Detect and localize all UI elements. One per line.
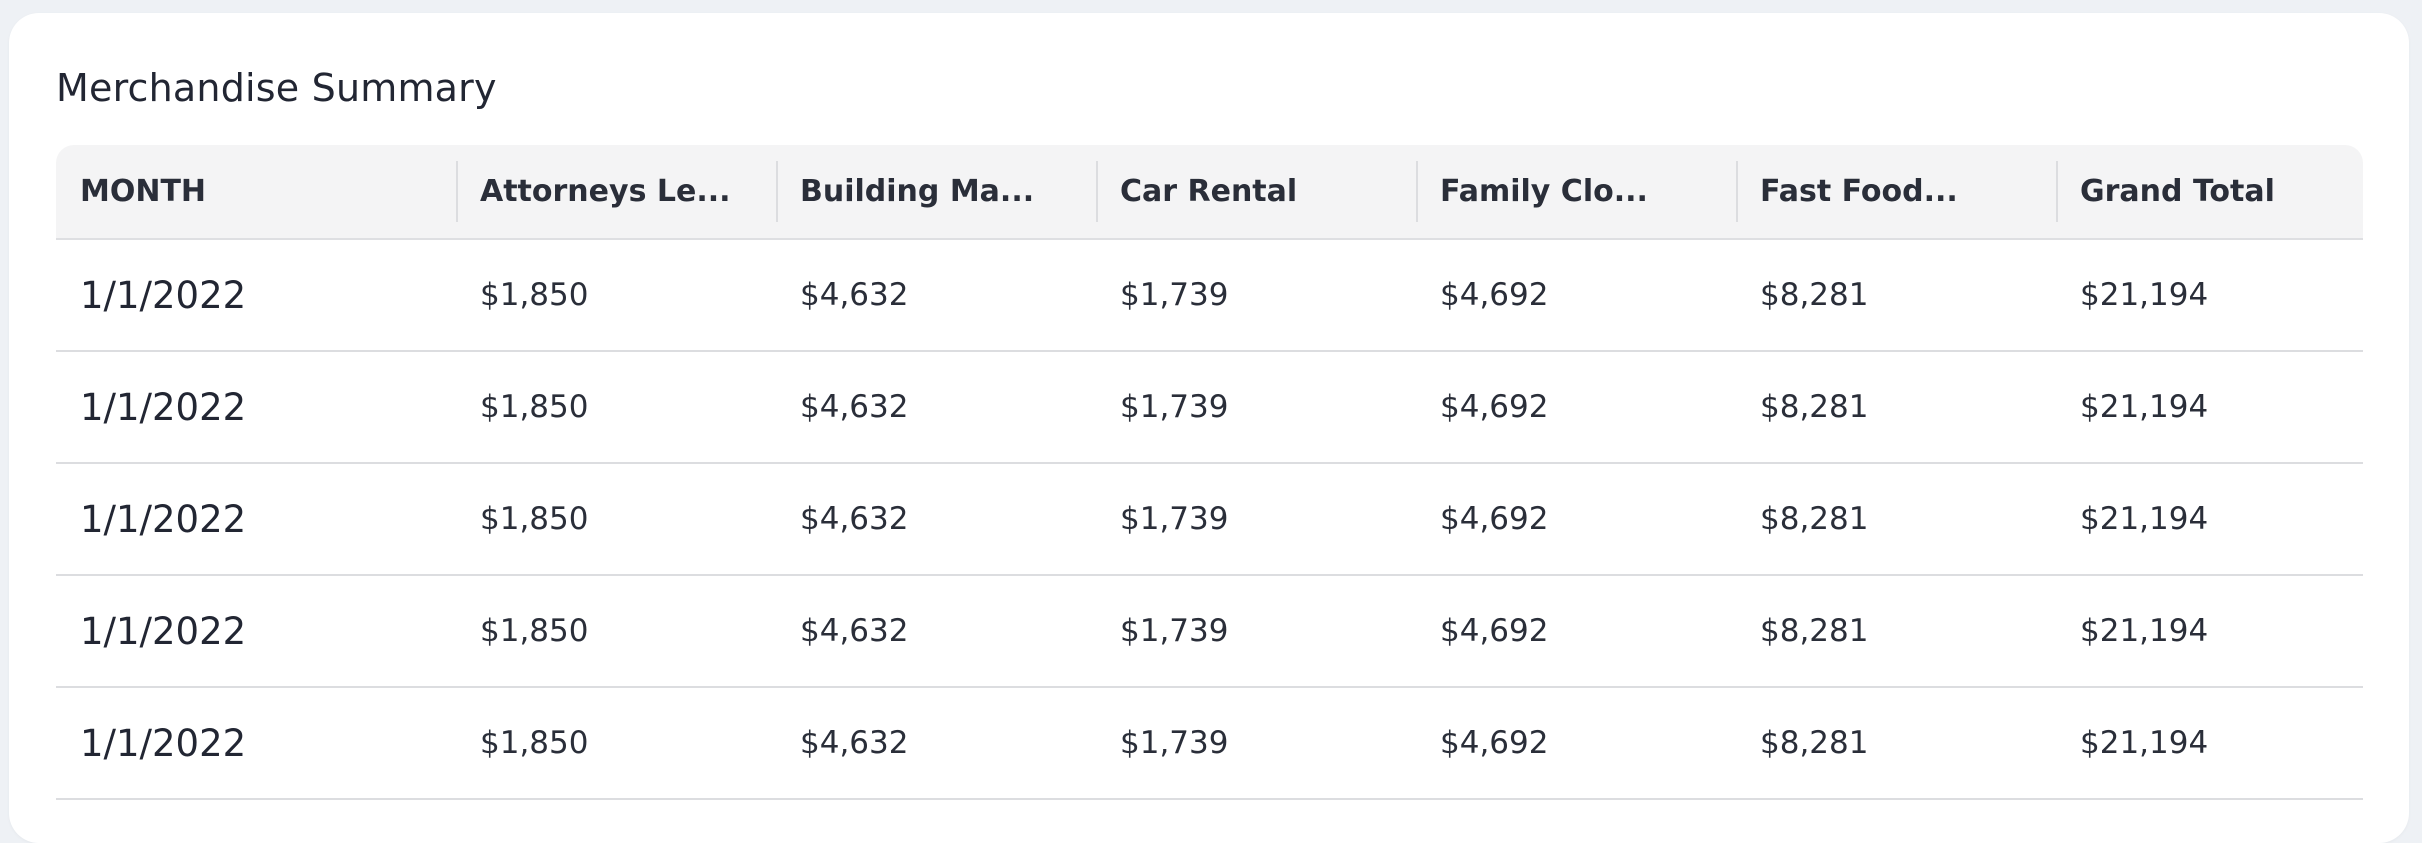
- cell-building: $4,632: [800, 613, 909, 649]
- cell-fast-food: $8,281: [1760, 725, 1869, 761]
- cell-attorneys: $1,850: [480, 501, 589, 537]
- table-header-row: MONTH Attorneys Le... Building Ma... Car…: [56, 145, 2363, 240]
- column-header-attorneys[interactable]: Attorneys Le...: [456, 145, 776, 238]
- merchandise-table: MONTH Attorneys Le... Building Ma... Car…: [56, 145, 2363, 800]
- table-row: 1/1/2022 $1,850 $4,632 $1,739 $4,692 $8,…: [56, 688, 2363, 800]
- cell-fast-food: $8,281: [1760, 277, 1869, 313]
- cell-month: 1/1/2022: [80, 609, 247, 653]
- column-header-grand-total[interactable]: Grand Total: [2056, 145, 2363, 238]
- cell-family-clothing: $4,692: [1440, 725, 1549, 761]
- cell-attorneys: $1,850: [480, 277, 589, 313]
- cell-car-rental: $1,739: [1120, 501, 1229, 537]
- cell-car-rental: $1,739: [1120, 613, 1229, 649]
- table-row: 1/1/2022 $1,850 $4,632 $1,739 $4,692 $8,…: [56, 464, 2363, 576]
- cell-family-clothing: $4,692: [1440, 389, 1549, 425]
- cell-family-clothing: $4,692: [1440, 277, 1549, 313]
- cell-month: 1/1/2022: [80, 385, 247, 429]
- column-header-month[interactable]: MONTH: [80, 174, 207, 209]
- cell-family-clothing: $4,692: [1440, 501, 1549, 537]
- column-header-building[interactable]: Building Ma...: [776, 145, 1096, 238]
- cell-grand-total: $21,194: [2080, 725, 2209, 761]
- cell-attorneys: $1,850: [480, 613, 589, 649]
- cell-grand-total: $21,194: [2080, 613, 2209, 649]
- cell-grand-total: $21,194: [2080, 277, 2209, 313]
- cell-attorneys: $1,850: [480, 725, 589, 761]
- table-row: 1/1/2022 $1,850 $4,632 $1,739 $4,692 $8,…: [56, 576, 2363, 688]
- cell-attorneys: $1,850: [480, 389, 589, 425]
- column-header-fast-food[interactable]: Fast Food...: [1736, 145, 2056, 238]
- cell-building: $4,632: [800, 725, 909, 761]
- cell-fast-food: $8,281: [1760, 389, 1869, 425]
- card-title: Merchandise Summary: [56, 66, 497, 110]
- cell-car-rental: $1,739: [1120, 277, 1229, 313]
- cell-month: 1/1/2022: [80, 497, 247, 541]
- cell-building: $4,632: [800, 277, 909, 313]
- cell-grand-total: $21,194: [2080, 501, 2209, 537]
- cell-month: 1/1/2022: [80, 273, 247, 317]
- table-row: 1/1/2022 $1,850 $4,632 $1,739 $4,692 $8,…: [56, 240, 2363, 352]
- column-header-car-rental[interactable]: Car Rental: [1096, 145, 1416, 238]
- cell-building: $4,632: [800, 501, 909, 537]
- merchandise-summary-card: Merchandise Summary MONTH Attorneys Le..…: [9, 13, 2409, 843]
- table-row: 1/1/2022 $1,850 $4,632 $1,739 $4,692 $8,…: [56, 352, 2363, 464]
- cell-car-rental: $1,739: [1120, 389, 1229, 425]
- cell-grand-total: $21,194: [2080, 389, 2209, 425]
- cell-fast-food: $8,281: [1760, 613, 1869, 649]
- cell-fast-food: $8,281: [1760, 501, 1869, 537]
- column-header-family-clothing[interactable]: Family Clo...: [1416, 145, 1736, 238]
- cell-family-clothing: $4,692: [1440, 613, 1549, 649]
- cell-building: $4,632: [800, 389, 909, 425]
- cell-month: 1/1/2022: [80, 721, 247, 765]
- cell-car-rental: $1,739: [1120, 725, 1229, 761]
